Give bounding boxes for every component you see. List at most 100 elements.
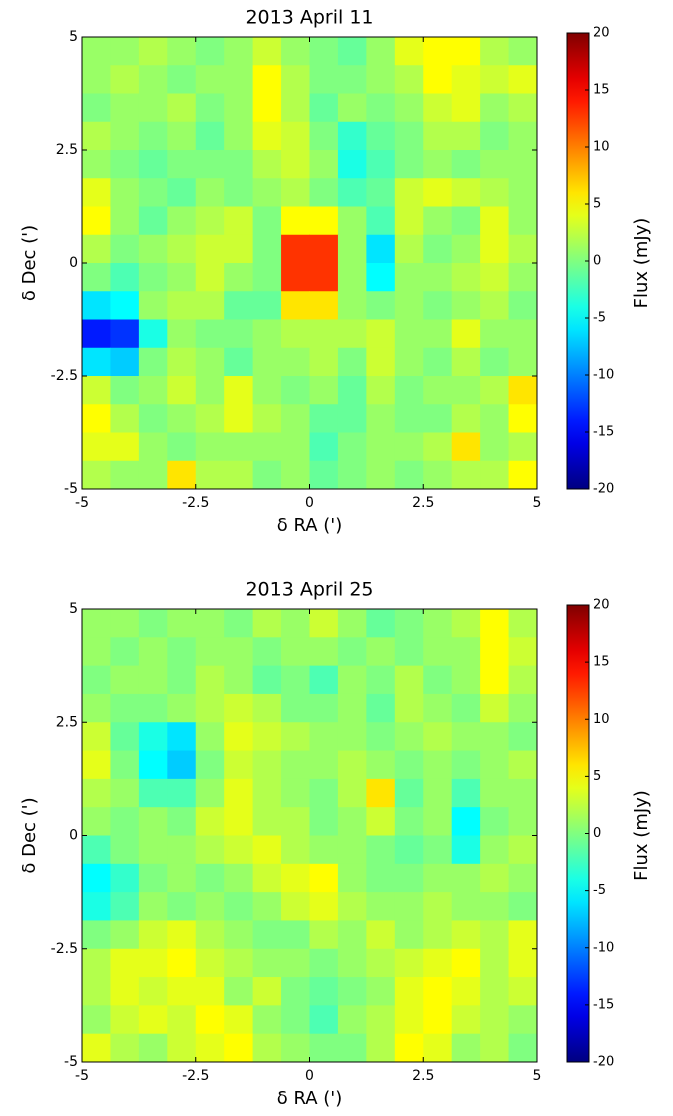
heat-cell	[252, 376, 282, 405]
heat-cell	[82, 460, 111, 490]
heat-cell	[167, 835, 197, 865]
heat-cell	[480, 178, 510, 207]
heat-cell	[252, 807, 282, 836]
heat-cell	[394, 1033, 424, 1063]
heat-cell	[281, 376, 310, 405]
heat-cell	[309, 65, 339, 94]
heat-cell	[309, 347, 339, 377]
heat-cell	[309, 1005, 339, 1035]
heat-cell	[167, 807, 197, 836]
heat-cell	[167, 977, 197, 1006]
heat-cell	[451, 150, 481, 179]
colorbar-tick-label: 15	[593, 655, 610, 670]
heat-cell	[82, 376, 111, 405]
heat-cell	[309, 722, 339, 752]
heat-cell	[138, 460, 168, 490]
heat-cell	[309, 37, 339, 66]
heat-cell	[451, 234, 481, 264]
heat-cell	[281, 722, 310, 752]
heat-cell	[167, 665, 197, 695]
heat-cell	[82, 665, 111, 695]
heat-cell	[82, 178, 111, 207]
heat-cell	[508, 948, 538, 978]
heat-cell	[508, 977, 538, 1006]
heat-cell	[167, 460, 197, 490]
heat-cell	[281, 1005, 310, 1035]
heat-cell	[252, 319, 282, 349]
heat-cell	[281, 93, 310, 123]
heat-cell	[224, 234, 254, 264]
heat-cell	[138, 1033, 168, 1063]
heat-cell	[337, 892, 367, 921]
heat-cell	[195, 432, 225, 462]
heat-cell	[252, 1033, 282, 1063]
heat-cell	[337, 778, 367, 808]
heat-cell	[110, 722, 140, 752]
heat-cell	[394, 460, 424, 490]
heat-cell	[195, 347, 225, 377]
heat-cell	[394, 1005, 424, 1035]
heat-cell	[110, 376, 140, 405]
heat-cell	[394, 920, 424, 950]
heat-cell	[423, 1005, 453, 1035]
heat-cell	[480, 693, 510, 723]
heat-cell	[508, 347, 538, 377]
heat-cell	[309, 234, 339, 264]
heat-cell	[508, 263, 538, 292]
heat-cell	[480, 722, 510, 752]
heat-cell	[508, 65, 538, 94]
heat-cell	[337, 835, 367, 865]
heat-cell	[480, 376, 510, 405]
heat-cell	[110, 432, 140, 462]
heat-cell	[423, 693, 453, 723]
heat-cell	[394, 37, 424, 66]
heat-cell	[138, 609, 168, 638]
heat-cell	[138, 778, 168, 808]
heat-cell	[309, 121, 339, 151]
x-axis-label: δ RA (')	[277, 1088, 343, 1109]
heat-cell	[480, 1005, 510, 1035]
heat-cell	[480, 665, 510, 695]
heat-cell	[480, 807, 510, 836]
heat-cell	[252, 37, 282, 66]
colorbar-tick-label: -20	[593, 1055, 614, 1070]
heat-cell	[224, 37, 254, 66]
heat-cell	[195, 863, 225, 893]
heat-cell	[252, 65, 282, 94]
heat-cell	[366, 665, 396, 695]
heat-cell	[508, 121, 538, 151]
heat-cell	[337, 263, 367, 292]
heat-cell	[309, 376, 339, 405]
heat-cell	[480, 234, 510, 264]
y-tick-label: -2.5	[51, 368, 78, 384]
heat-cell	[195, 460, 225, 490]
heat-cell	[480, 432, 510, 462]
heat-cell	[110, 693, 140, 723]
heat-cell	[480, 977, 510, 1006]
heat-cell	[508, 460, 538, 490]
heat-cell	[167, 750, 197, 780]
heat-cell	[337, 863, 367, 893]
heat-cell	[423, 778, 453, 808]
heat-cell	[110, 178, 140, 207]
chart-title: 2013 April 25	[245, 579, 373, 601]
heat-cell	[224, 460, 254, 490]
heat-cell	[82, 609, 111, 638]
heat-cell	[82, 121, 111, 151]
heat-cell	[394, 65, 424, 94]
heat-cell	[309, 693, 339, 723]
heat-cell	[138, 892, 168, 921]
heat-cell	[366, 263, 396, 292]
heat-cell	[195, 206, 225, 236]
heat-cell	[309, 977, 339, 1006]
heat-cell	[508, 150, 538, 179]
x-tick-label: -5	[75, 1068, 89, 1084]
heat-cell	[224, 319, 254, 349]
colorbar-tick-label: -5	[593, 311, 606, 326]
heat-cell	[394, 319, 424, 349]
heat-cell	[508, 835, 538, 865]
heat-cell	[281, 291, 310, 320]
heat-cell	[366, 150, 396, 179]
heat-cell	[451, 319, 481, 349]
